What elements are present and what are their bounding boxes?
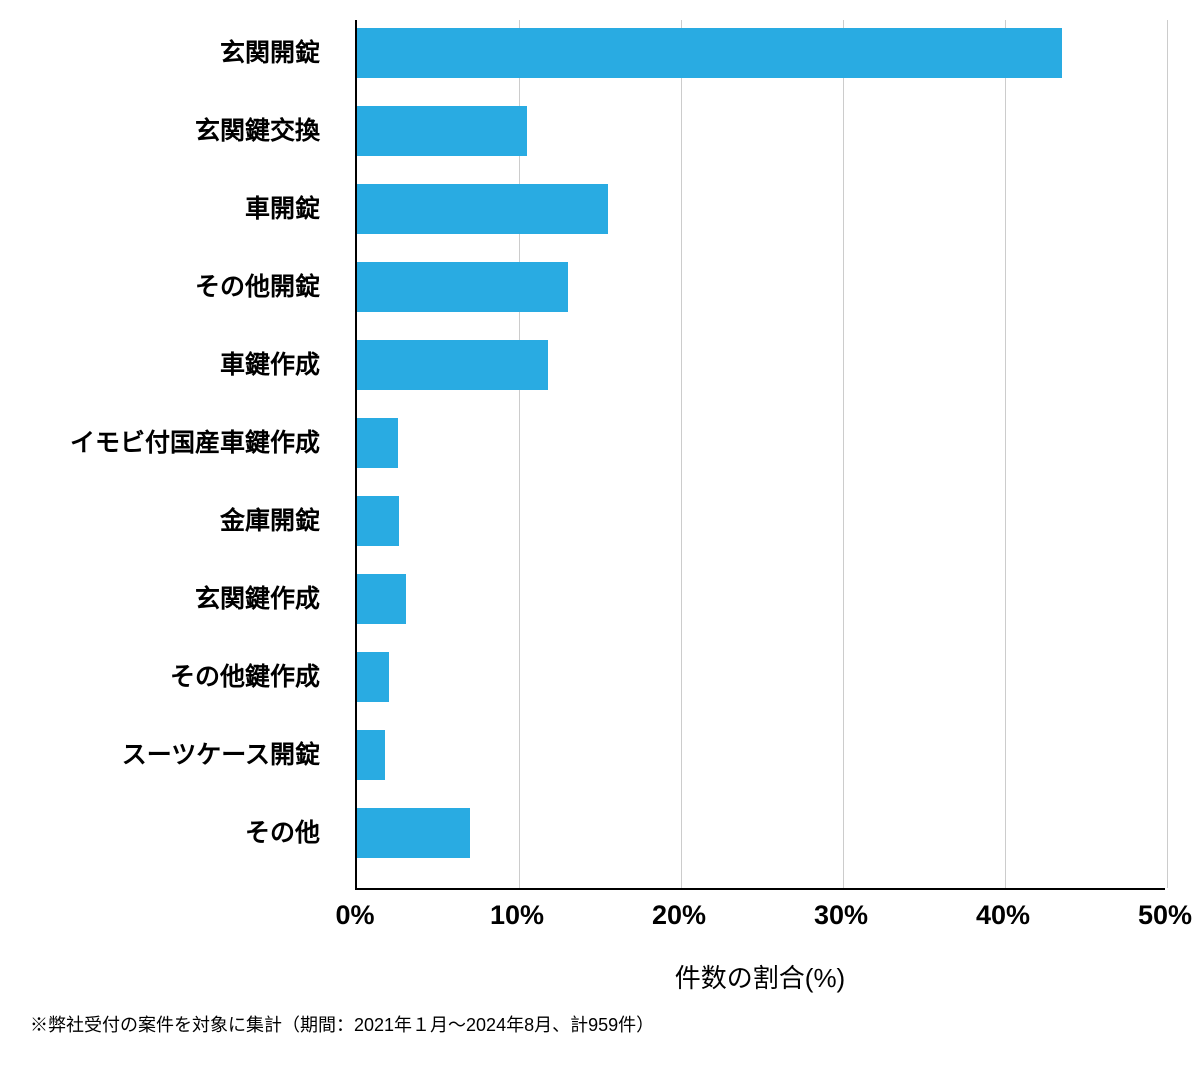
bar	[357, 496, 399, 546]
y-axis-label: 金庫開錠	[220, 496, 320, 546]
bar	[357, 574, 406, 624]
bar	[357, 730, 385, 780]
y-axis-label: 玄関開錠	[220, 28, 320, 78]
bar	[357, 184, 608, 234]
y-axis-label: その他開錠	[195, 262, 320, 312]
gridline	[1167, 20, 1168, 888]
x-tick-label: 50%	[1138, 900, 1192, 931]
footnote: ※弊社受付の案件を対象に集計（期間：2021年１月〜2024年8月、計959件）	[30, 1011, 654, 1037]
y-axis-label: その他鍵作成	[170, 652, 320, 702]
x-tick-label: 30%	[814, 900, 868, 931]
gridline	[843, 20, 844, 888]
gridline	[681, 20, 682, 888]
x-tick-label: 10%	[490, 900, 544, 931]
gridline	[1005, 20, 1006, 888]
bar	[357, 340, 548, 390]
y-axis-label: イモビ付国産車鍵作成	[70, 418, 320, 468]
bar	[357, 418, 398, 468]
bar	[357, 808, 470, 858]
chart-container: 玄関開錠玄関鍵交換車開錠その他開錠車鍵作成イモビ付国産車鍵作成金庫開錠玄関鍵作成…	[30, 20, 1170, 940]
y-axis-label: スーツケース開錠	[122, 730, 320, 780]
bar	[357, 28, 1062, 78]
bar	[357, 106, 527, 156]
bar	[357, 652, 389, 702]
y-axis-label: 玄関鍵交換	[195, 106, 320, 156]
x-tick-label: 40%	[976, 900, 1030, 931]
x-tick-label: 20%	[652, 900, 706, 931]
y-axis-label: その他	[245, 808, 320, 858]
plot-area	[355, 20, 1165, 890]
y-axis-label: 玄関鍵作成	[195, 574, 320, 624]
x-axis-title: 件数の割合(%)	[355, 958, 1165, 995]
bar	[357, 262, 568, 312]
y-axis-label: 車鍵作成	[220, 340, 320, 390]
y-axis-label: 車開錠	[245, 184, 320, 234]
x-tick-label: 0%	[335, 900, 374, 931]
